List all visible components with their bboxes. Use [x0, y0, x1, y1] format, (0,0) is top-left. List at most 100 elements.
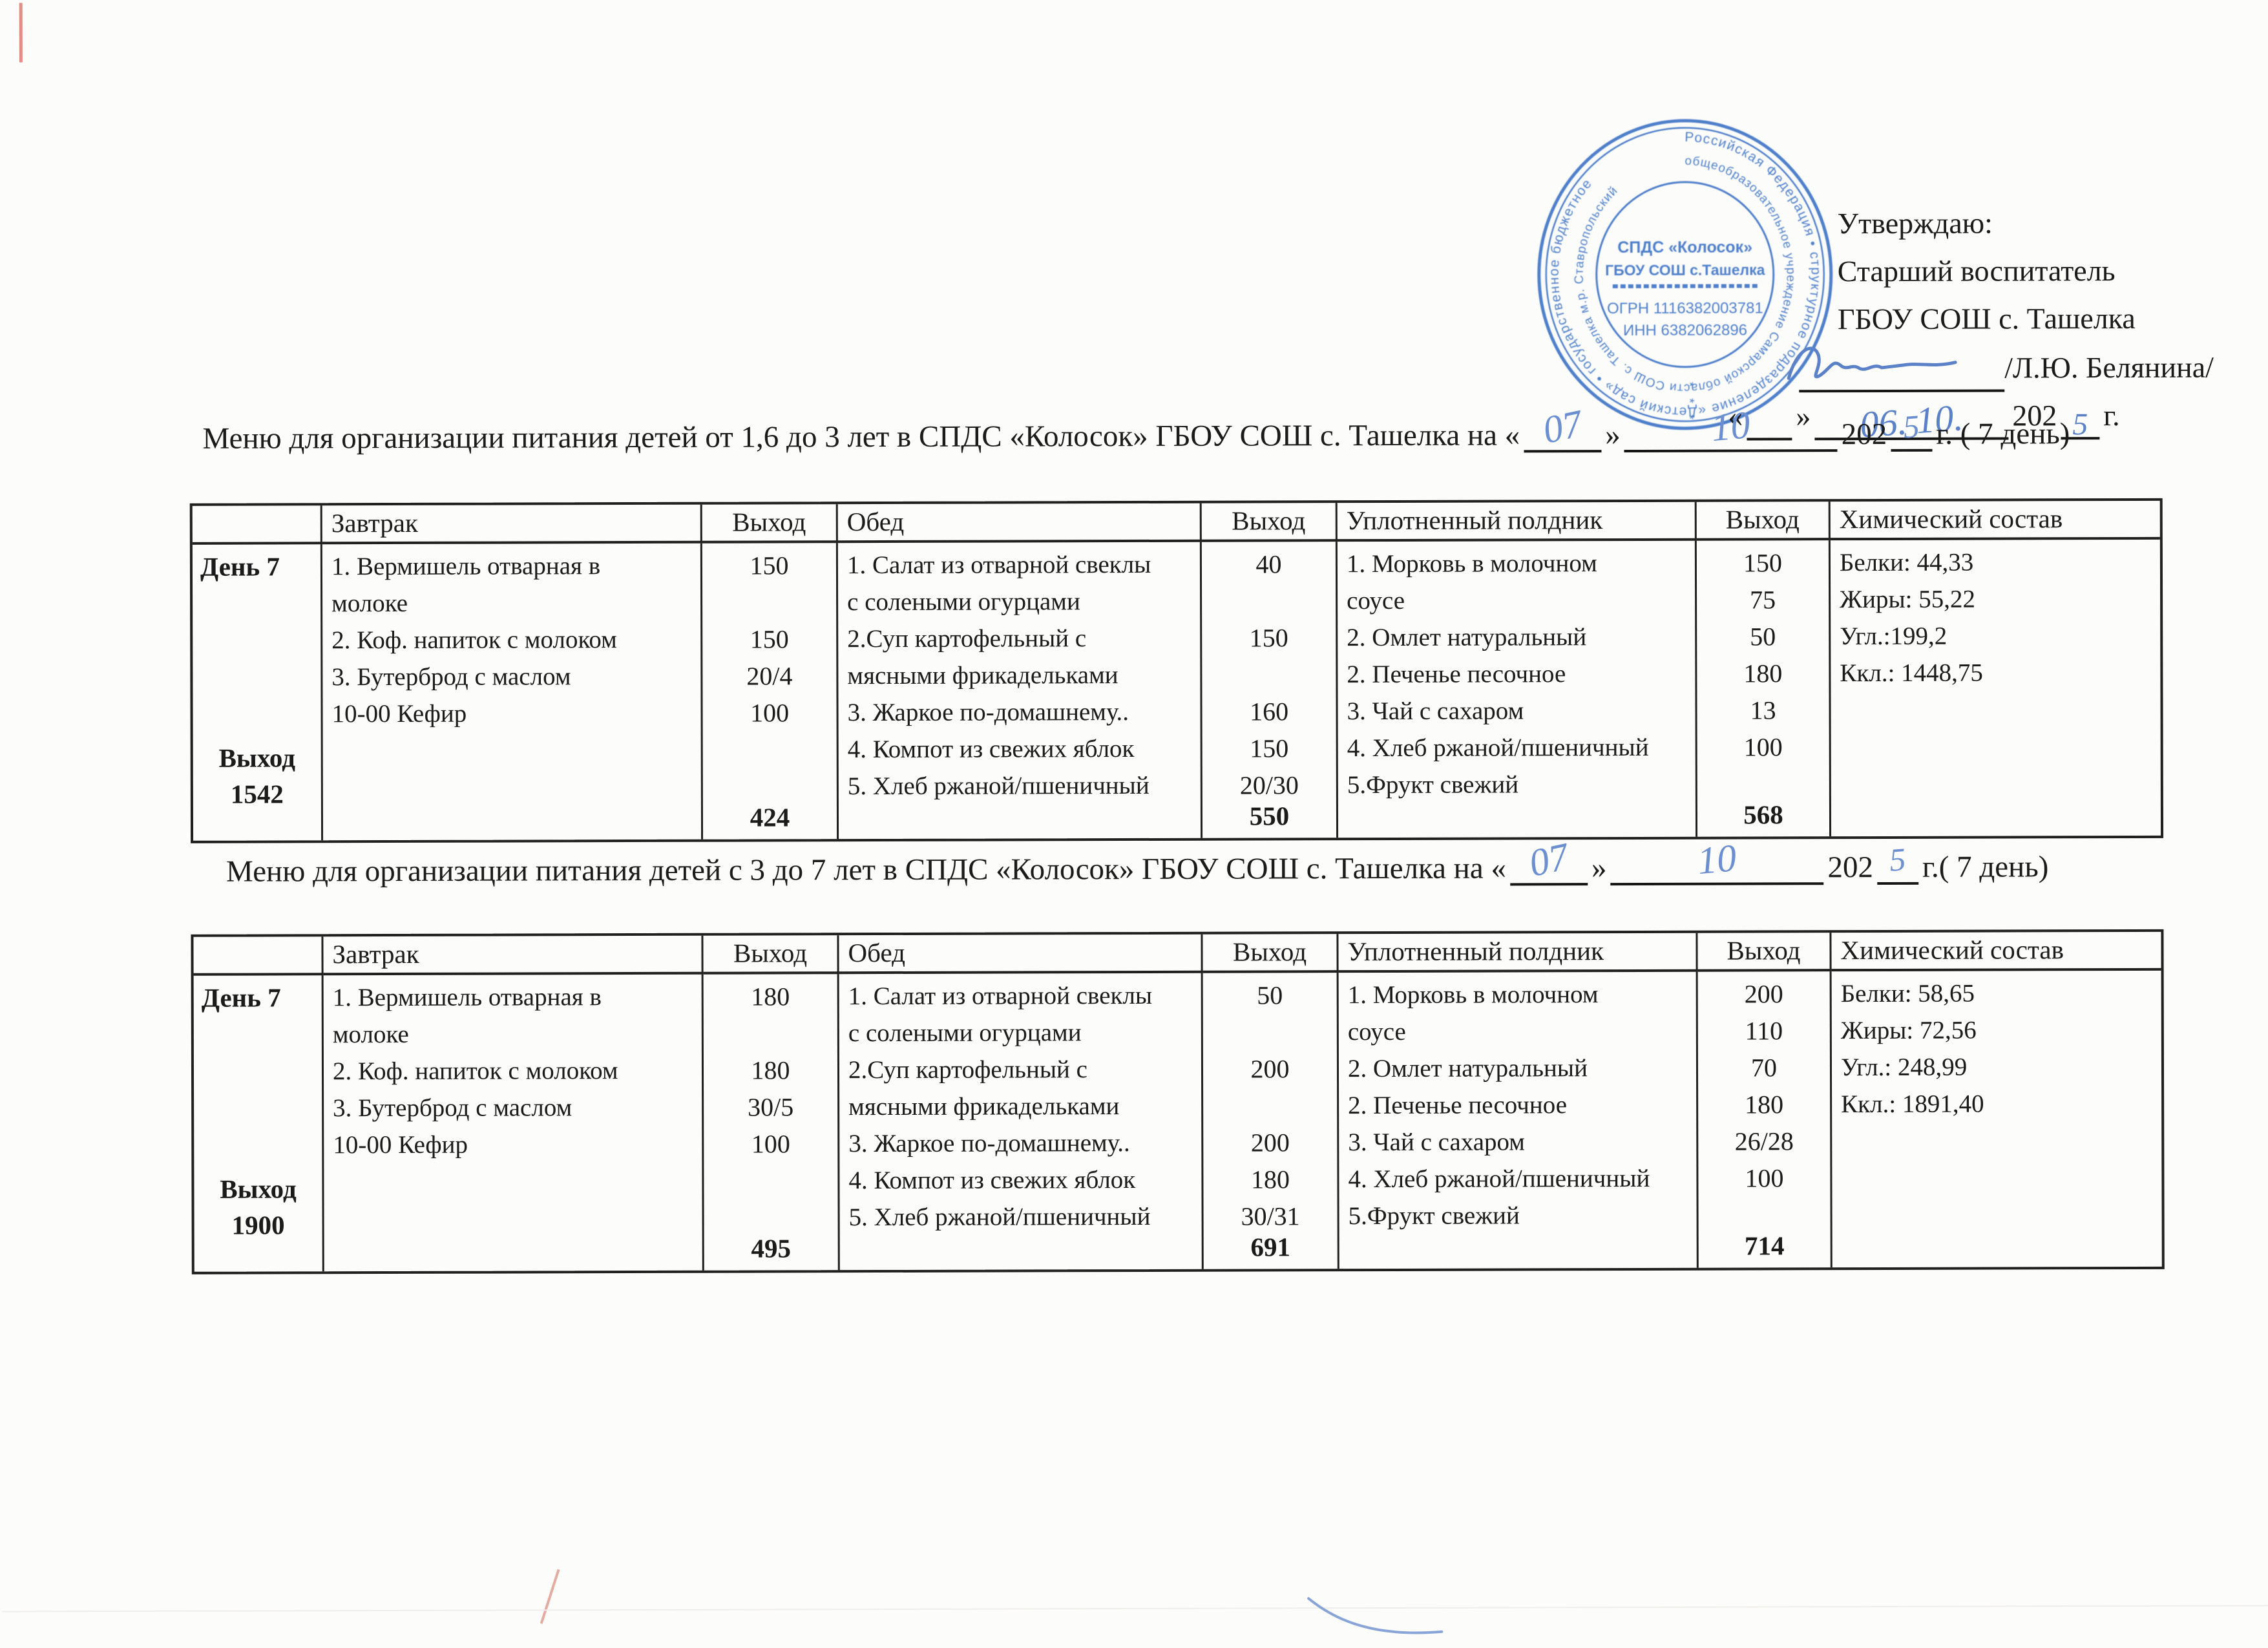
- out-value: 50: [1257, 980, 1283, 1010]
- handwritten-month: 10: [1696, 836, 1739, 883]
- out-total: 568: [1743, 799, 1783, 830]
- out-value: 100: [1745, 1163, 1784, 1193]
- title2-text: Меню для организации питания детей с 3 д…: [226, 851, 1507, 889]
- out-total: 495: [751, 1233, 792, 1263]
- menu-line: 1. Салат из отварной свеклы: [846, 550, 1151, 580]
- menu-table-toddlers: Завтрак Выход Обед Выход Уплотненный пол…: [189, 498, 2164, 843]
- menu-line: 3. Чай с сахаром: [1348, 1128, 1526, 1157]
- chem-line: Угл.:199,2: [1840, 622, 1948, 651]
- out-value: 200: [1250, 1128, 1290, 1157]
- handwritten-day: 07: [1525, 834, 1573, 885]
- header-out-1: Выход: [703, 935, 839, 975]
- scan-artifact-red-stroke: [540, 1569, 560, 1624]
- chem-cell: Белки: 44,33 Жиры: 55,22 Угл.:199,2 Ккл.…: [1831, 540, 2161, 836]
- menu-line: соусе: [1347, 1017, 1406, 1046]
- title1-suffix: г. ( 7 день): [1936, 417, 2070, 451]
- out-value: 100: [750, 698, 790, 728]
- out-value: [1699, 1196, 1831, 1234]
- lunch-out-cell: 50 200 200 180 30/31 691: [1202, 973, 1339, 1269]
- menu-line: 10-00 Кефир: [333, 1130, 468, 1159]
- chem-line: Жиры: 72,56: [1840, 1016, 1977, 1045]
- out-value: 150: [750, 624, 789, 654]
- menu-line: 2. Коф. напиток с молоком: [332, 1057, 618, 1086]
- signature-row: /Л.Ю. Белянина/: [1787, 344, 2214, 393]
- table-header-row: Завтрак Выход Обед Выход Уплотненный пол…: [193, 931, 2161, 976]
- menu-line: мясными фрикадельками: [847, 661, 1118, 690]
- menu-line: 4. Хлеб ржаной/пшеничный: [1347, 733, 1649, 763]
- day-cell: День 7 Выход 1542: [192, 544, 324, 841]
- chem-line: Ккл.: 1448,75: [1840, 659, 1983, 688]
- out-total: 714: [1744, 1231, 1785, 1261]
- header-breakfast: Завтрак: [323, 935, 704, 976]
- stamp-ogrn: ОГРН 1116382003781: [1607, 299, 1763, 317]
- day-label: День 7: [201, 982, 281, 1013]
- out-value: 150: [1249, 623, 1288, 653]
- breakfast-out-cell: 180 180 30/5 100 495: [703, 974, 840, 1271]
- chem-line: Белки: 58,65: [1840, 979, 1975, 1008]
- out-value: 180: [1743, 659, 1783, 688]
- day-total-value: 1542: [230, 779, 284, 809]
- menu-line: 4. Компот из свежих яблок: [848, 1165, 1136, 1195]
- lunch-cell: 1. Салат из отварной свеклы с солеными о…: [837, 542, 1203, 840]
- out-value: 30/31: [1241, 1201, 1300, 1231]
- menu-line: 2. Печенье песочное: [1347, 660, 1566, 689]
- menu-line: 4. Компот из свежих яблок: [847, 734, 1135, 764]
- out-value: 13: [1750, 695, 1776, 725]
- out-value: 160: [1249, 697, 1289, 726]
- menu-line: соусе: [1347, 586, 1405, 615]
- menu-table-preschool: Завтрак Выход Обед Выход Уплотненный пол…: [191, 929, 2165, 1274]
- out-value: [1202, 582, 1336, 620]
- out-value: [1203, 1013, 1337, 1051]
- title1-day-blank: 07: [1524, 402, 1602, 453]
- stamp-outer-ring: [1537, 119, 1833, 430]
- header-lunch: Обед: [837, 503, 1202, 544]
- out-value: 150: [1250, 734, 1289, 763]
- day-total-label: Выход: [218, 743, 295, 773]
- menu-line: мясными фрикадельками: [848, 1092, 1120, 1121]
- header-snack: Уплотненный полдник: [1337, 502, 1697, 542]
- day-total: Выход 1900: [194, 1170, 322, 1243]
- out-value: 180: [1250, 1165, 1290, 1194]
- stamp-org-short-name: СПДС «Колосок»: [1617, 238, 1752, 257]
- handwritten-year: 5: [1888, 841, 1907, 878]
- menu-title-toddlers: Меню для организации питания детей от 1,…: [76, 402, 2196, 457]
- menu-line: 4. Хлеб ржаной/пшеничный: [1348, 1164, 1650, 1194]
- header-chem: Химический состав: [1831, 931, 2161, 972]
- header-snack: Уплотненный полдник: [1338, 933, 1698, 973]
- menu-line: 1. Салат из отварной свеклы: [848, 981, 1153, 1011]
- title1-text: Меню для организации питания детей от 1,…: [202, 418, 1520, 456]
- menu-line: 2. Омлет натуральный: [1347, 1054, 1588, 1083]
- day-cell: День 7 Выход 1900: [193, 975, 324, 1272]
- day-total-label: Выход: [220, 1174, 297, 1204]
- header-out-3: Выход: [1697, 933, 1832, 972]
- approval-block: Утверждаю: Старший воспитатель ГБОУ СОШ …: [1728, 199, 2214, 446]
- menu-line: 3. Жаркое по-домашнему..: [847, 698, 1129, 727]
- out-value: 100: [751, 1129, 790, 1159]
- out-value: [702, 584, 836, 621]
- menu-line: 1. Морковь в молочном: [1347, 980, 1599, 1009]
- chem-line: Ккл.: 1891,40: [1841, 1090, 1984, 1119]
- out-value: 150: [750, 551, 789, 580]
- menu-line: 1. Вермишель отварная в: [332, 983, 602, 1012]
- handwritten-year: 5: [1902, 408, 1921, 445]
- stamp-inn: ИНН 6382062896: [1623, 322, 1747, 340]
- header-day: [193, 936, 324, 976]
- header-out-2: Выход: [1202, 934, 1339, 973]
- menu-line: 3. Жаркое по-домашнему..: [848, 1129, 1130, 1158]
- menu-line: 1. Вермишель отварная в: [331, 552, 601, 581]
- menu-line: 2.Суп картофельный с: [847, 624, 1087, 653]
- day-label: День 7: [200, 551, 280, 582]
- menu-line: 3. Чай с сахаром: [1347, 697, 1524, 726]
- stamp-org-school: ГБОУ СОШ с.Ташелка: [1605, 261, 1765, 279]
- out-total: 691: [1250, 1232, 1291, 1262]
- title1-year-blank: 5: [1891, 408, 1933, 452]
- menu-title-preschool: Меню для организации питания детей с 3 д…: [78, 835, 2197, 890]
- header-breakfast: Завтрак: [322, 504, 702, 545]
- approval-position: Старший воспитатель: [1837, 254, 2116, 288]
- out-value: 26/28: [1734, 1126, 1794, 1156]
- handwritten-signature: [1787, 346, 1957, 380]
- out-value: [1202, 656, 1336, 693]
- menu-line: с солеными огурцами: [848, 1019, 1082, 1048]
